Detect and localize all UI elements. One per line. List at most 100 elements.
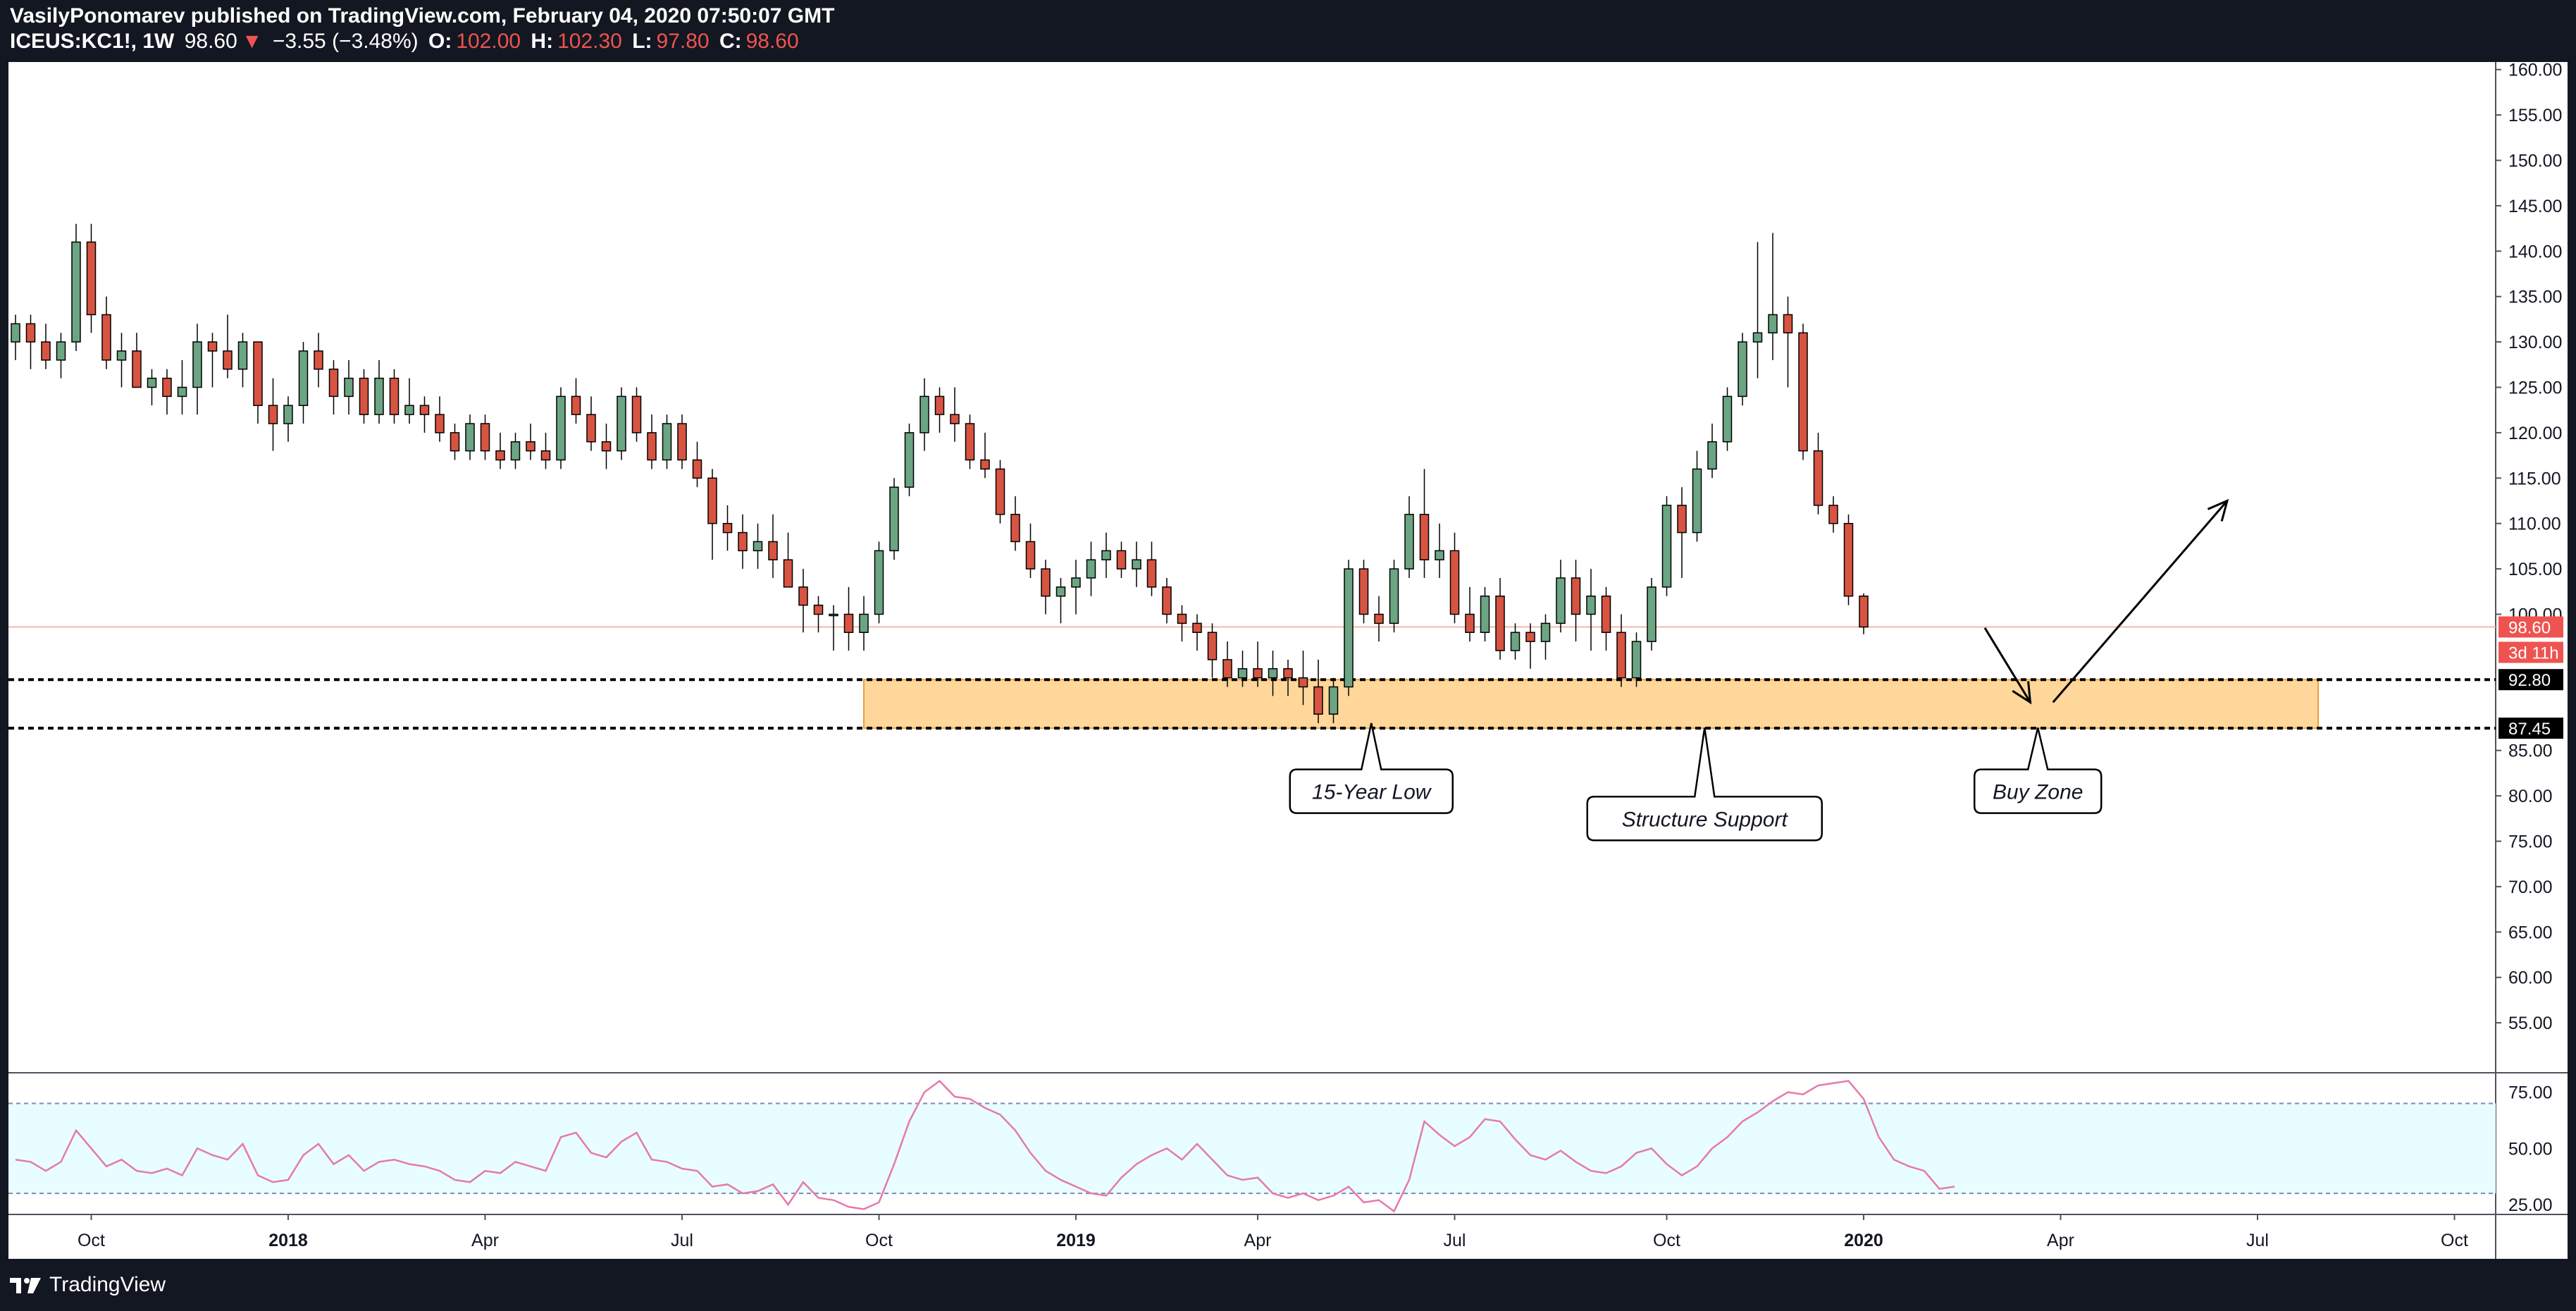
lower-level-badge (2498, 718, 2563, 739)
y-tick-label: 85.00 (2508, 741, 2553, 761)
candle-up (1752, 332, 1763, 343)
candle-down (677, 423, 687, 461)
upper-level-badge (2498, 669, 2563, 691)
candle-down (1010, 514, 1020, 543)
y-tick-label: 105.00 (2508, 560, 2562, 579)
candle-down (101, 314, 111, 361)
candle-down (389, 377, 400, 415)
y-tick-label: 145.00 (2508, 197, 2562, 216)
candle-up (1631, 641, 1642, 679)
candle-down (813, 604, 824, 615)
candle-up (1237, 668, 1248, 679)
candle-down (1116, 550, 1127, 570)
candle-down (419, 405, 430, 415)
countdown-badge (2498, 641, 2563, 663)
price-chart[interactable]: 160.00 155.00 150.00 145.00 140.00 135.00 130.… (8, 62, 2568, 1259)
candle-down (1616, 632, 1626, 679)
y-tick-label: 110.00 (2508, 515, 2561, 534)
candle-down (1041, 568, 1051, 597)
candle-up (1328, 686, 1339, 715)
candle-down (1798, 332, 1808, 452)
candle-up (617, 395, 626, 452)
candle-up (283, 405, 293, 424)
y-tick-label: 140.00 (2508, 242, 2562, 261)
candle-down (253, 341, 263, 407)
candle-up (116, 350, 127, 361)
y-tick-label: 65.00 (2508, 923, 2553, 942)
callout-box (1974, 727, 2103, 814)
candle-down (1298, 677, 1308, 688)
tradingview-logo[interactable]: TradingView (10, 1273, 166, 1297)
down-triangle-icon: ▼ (241, 30, 263, 53)
candle-down (540, 450, 551, 461)
candle-down (783, 559, 793, 588)
candle-down (162, 377, 172, 398)
candle-down (1025, 541, 1036, 570)
candle-up (904, 432, 915, 488)
buy-zone-rect (863, 679, 2319, 730)
candle-up (753, 541, 763, 552)
candle-down (268, 405, 278, 424)
y-tick-label: 75.00 (2508, 832, 2553, 852)
candle-down (1192, 622, 1202, 634)
candle-down (1601, 595, 1611, 634)
x-tick-label: Jul (2246, 1231, 2269, 1250)
y-tick-label: 70.00 (2508, 878, 2553, 897)
y-tick-label: 80.00 (2508, 787, 2553, 806)
ohlc-legend: ICEUS:KC1!, 1W 98.60 ▼ −3.55 (−3.48%) O: 1… (10, 30, 803, 54)
candle-up (510, 441, 521, 461)
candle-down (934, 395, 945, 415)
candle-up (1692, 468, 1702, 534)
open-label: O: (428, 30, 452, 53)
candle-down (965, 423, 975, 461)
candle-down (1222, 659, 1232, 679)
candle-down (1828, 505, 1838, 524)
chart-footer: TradingView (0, 1259, 2576, 1311)
candle-up (1510, 632, 1521, 651)
rsi-tick-label: 50.00 (2508, 1139, 2553, 1159)
x-tick-label: Oct (865, 1231, 893, 1250)
lower-level-badge-label: 87.45 (2508, 720, 2551, 739)
candle-up (56, 341, 66, 361)
candle-up (556, 395, 566, 461)
candle-down (435, 414, 445, 433)
high-value: 102.30 (557, 30, 622, 53)
candle-down (1571, 577, 1581, 615)
candle-down (1146, 559, 1157, 588)
callout-box (1289, 722, 1454, 814)
chart-frame[interactable]: 160.00 155.00 150.00 145.00 140.00 135.00 130.… (8, 62, 2568, 1259)
candle-down (1419, 514, 1430, 560)
x-tick-label: 2018 (268, 1231, 308, 1250)
y-tick-label: 120.00 (2508, 424, 2562, 443)
candle-down (1374, 613, 1384, 624)
candle-down (1253, 668, 1263, 679)
projection-arrow-line (2052, 500, 2229, 703)
candle-up (1707, 441, 1717, 470)
x-tick-label: Apr (2047, 1231, 2074, 1250)
candle-down (1813, 450, 1823, 506)
candle-down (722, 522, 733, 534)
candle-down (1677, 505, 1687, 534)
candle-down (132, 350, 142, 388)
x-tick-label: Oct (1653, 1231, 1680, 1250)
x-tick-label: 2019 (1056, 1231, 1096, 1250)
candle-up (298, 350, 309, 407)
close-value: 98.60 (745, 30, 799, 53)
last-price-badge (2498, 616, 2563, 638)
candle-down (707, 477, 717, 524)
candle-down (647, 432, 657, 461)
candle-down (1207, 632, 1218, 660)
candle-up (1404, 514, 1414, 570)
callout-label: Buy Zone (1993, 781, 2083, 804)
y-tick-label: 55.00 (2508, 1014, 2553, 1033)
callout-label: 15-Year Low (1312, 781, 1432, 804)
candle-up (1540, 622, 1551, 642)
candle-down (1358, 568, 1369, 615)
candle-down (41, 341, 51, 361)
candle-down (571, 395, 581, 415)
y-tick-label: 60.00 (2508, 968, 2553, 988)
rsi-tick-label: 25.00 (2508, 1195, 2553, 1215)
symbol-label[interactable]: ICEUS:KC1!, 1W (10, 30, 175, 53)
y-tick-label: 125.00 (2508, 378, 2562, 398)
callout-box (1586, 727, 1823, 842)
